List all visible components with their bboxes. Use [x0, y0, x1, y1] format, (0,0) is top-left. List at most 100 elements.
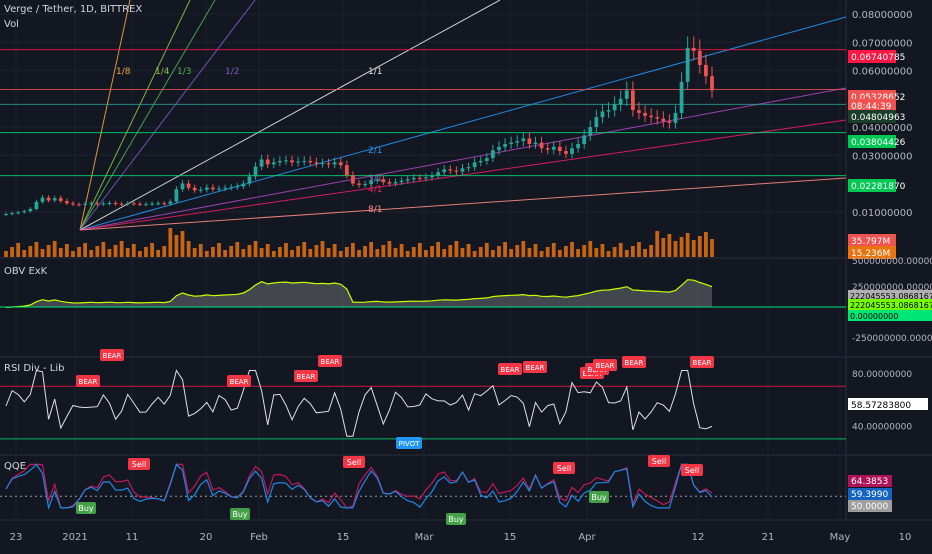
y-tick-label: 0.01000000 — [852, 208, 912, 219]
candle-body — [101, 203, 106, 205]
obv-marker: 0.00000000 — [850, 312, 898, 321]
price-marker-bg — [848, 234, 896, 247]
volume-bar — [344, 247, 349, 257]
candle-body — [271, 162, 276, 165]
sell-label-bg — [343, 456, 365, 468]
volume-bar — [503, 242, 507, 257]
candle-body — [417, 177, 422, 179]
y-tick-label: 0.03000000 — [852, 151, 912, 162]
time-axis[interactable]: 23 2021 11 20 Feb 15 Mar 15 Apr 12 21 May 10 — [10, 532, 912, 543]
price-marker-bg — [848, 179, 896, 192]
rsi-value-bg — [848, 398, 928, 410]
volume-bar — [448, 245, 453, 257]
price-marker-bg — [848, 50, 896, 63]
sell-label-bg — [648, 455, 670, 467]
volume-bar — [204, 251, 209, 257]
candle-body — [351, 175, 355, 184]
volume-bar — [119, 241, 124, 257]
volume-bar — [290, 250, 294, 257]
x-tick-label[interactable]: 11 — [126, 532, 139, 543]
x-tick-label[interactable]: May — [830, 532, 851, 543]
sell-label-bg — [128, 458, 150, 470]
x-tick-label[interactable]: 21 — [762, 532, 775, 543]
x-tick-label[interactable]: 2021 — [62, 532, 87, 543]
x-tick-label[interactable]: 20 — [200, 532, 213, 543]
candle-body — [4, 214, 8, 216]
candle-body — [89, 203, 94, 205]
volume-bar — [271, 251, 276, 257]
x-tick-label[interactable]: 15 — [337, 532, 350, 543]
fan-line — [79, 0, 191, 231]
volume-bar — [217, 243, 221, 257]
volume-bar — [436, 242, 441, 257]
x-tick-label[interactable]: Mar — [415, 532, 435, 543]
y-tick-label: 0.08000000 — [852, 10, 912, 21]
x-tick-label[interactable]: Feb — [250, 532, 268, 543]
x-tick-label[interactable]: 23 — [10, 532, 23, 543]
candle-body — [637, 110, 641, 113]
volume-bars — [4, 228, 714, 257]
volume-bar — [71, 251, 75, 257]
candle-body — [704, 64, 708, 77]
candle-body — [600, 111, 605, 118]
bear-label-bg — [593, 359, 617, 371]
price-marker: 0.06740785 — [851, 53, 905, 63]
volume-bar — [618, 243, 623, 257]
obv-marker-bg — [848, 310, 932, 321]
price-marker: 0.02281870 — [851, 182, 906, 192]
rsi-value: 58.57283800 — [851, 401, 911, 411]
candle-body — [144, 204, 148, 206]
volume-bar — [223, 250, 227, 257]
candle-body — [34, 201, 39, 209]
x-tick-label[interactable]: 15 — [504, 532, 517, 543]
candle-body — [229, 187, 234, 189]
bear-label-bg — [690, 356, 714, 368]
bear-label-bg — [622, 356, 646, 368]
candle-body — [643, 112, 647, 116]
volume-bar — [710, 239, 714, 257]
candle-body — [277, 160, 282, 163]
volume-bar — [338, 251, 343, 257]
bear-label: BEAR — [321, 358, 340, 366]
x-tick-label[interactable]: Apr — [578, 532, 596, 543]
bear-label-bg — [498, 363, 522, 375]
volume-bar — [624, 250, 629, 257]
x-tick-label[interactable]: 10 — [899, 532, 912, 543]
candle-body — [22, 211, 27, 213]
obv-marker: 222045553.08681679 — [850, 301, 932, 310]
volume-bar — [192, 248, 197, 257]
obv-marker: 222045553.08681679 — [850, 292, 932, 301]
bear-label: BEAR — [297, 373, 316, 381]
candle-body — [606, 110, 611, 112]
volume-bar — [521, 241, 526, 257]
candle-body — [509, 142, 514, 144]
candle-body — [46, 197, 51, 201]
volume-bar — [393, 248, 398, 257]
candle-body — [344, 165, 349, 176]
candle-body — [430, 175, 434, 178]
bear-label: BEAR — [526, 364, 545, 372]
candle-body — [630, 90, 635, 111]
volume-bar — [302, 242, 307, 257]
candle-body — [521, 138, 526, 142]
volume-bar — [472, 251, 477, 257]
price-axis[interactable]: 0.08000000 0.07000000 0.06000000 0.04000000… — [848, 10, 932, 512]
sell-label: Sell — [557, 464, 571, 473]
qqe-marker: 50.0000 — [851, 502, 888, 512]
volume-bar — [296, 246, 301, 257]
candle-body — [369, 180, 374, 185]
candle-body — [503, 144, 507, 147]
volume-bar — [211, 247, 215, 257]
candle-body — [564, 151, 568, 154]
x-tick-label[interactable]: 12 — [692, 532, 705, 543]
pivot-label: PIVOT — [399, 440, 420, 448]
candle-body — [326, 163, 331, 165]
volume-bar — [630, 246, 635, 257]
candle-body — [107, 203, 112, 205]
volume-bar — [637, 242, 641, 257]
candle-body — [679, 81, 684, 113]
rsi-title: RSI Div - Lib — [4, 363, 65, 374]
candle-body — [52, 198, 57, 201]
